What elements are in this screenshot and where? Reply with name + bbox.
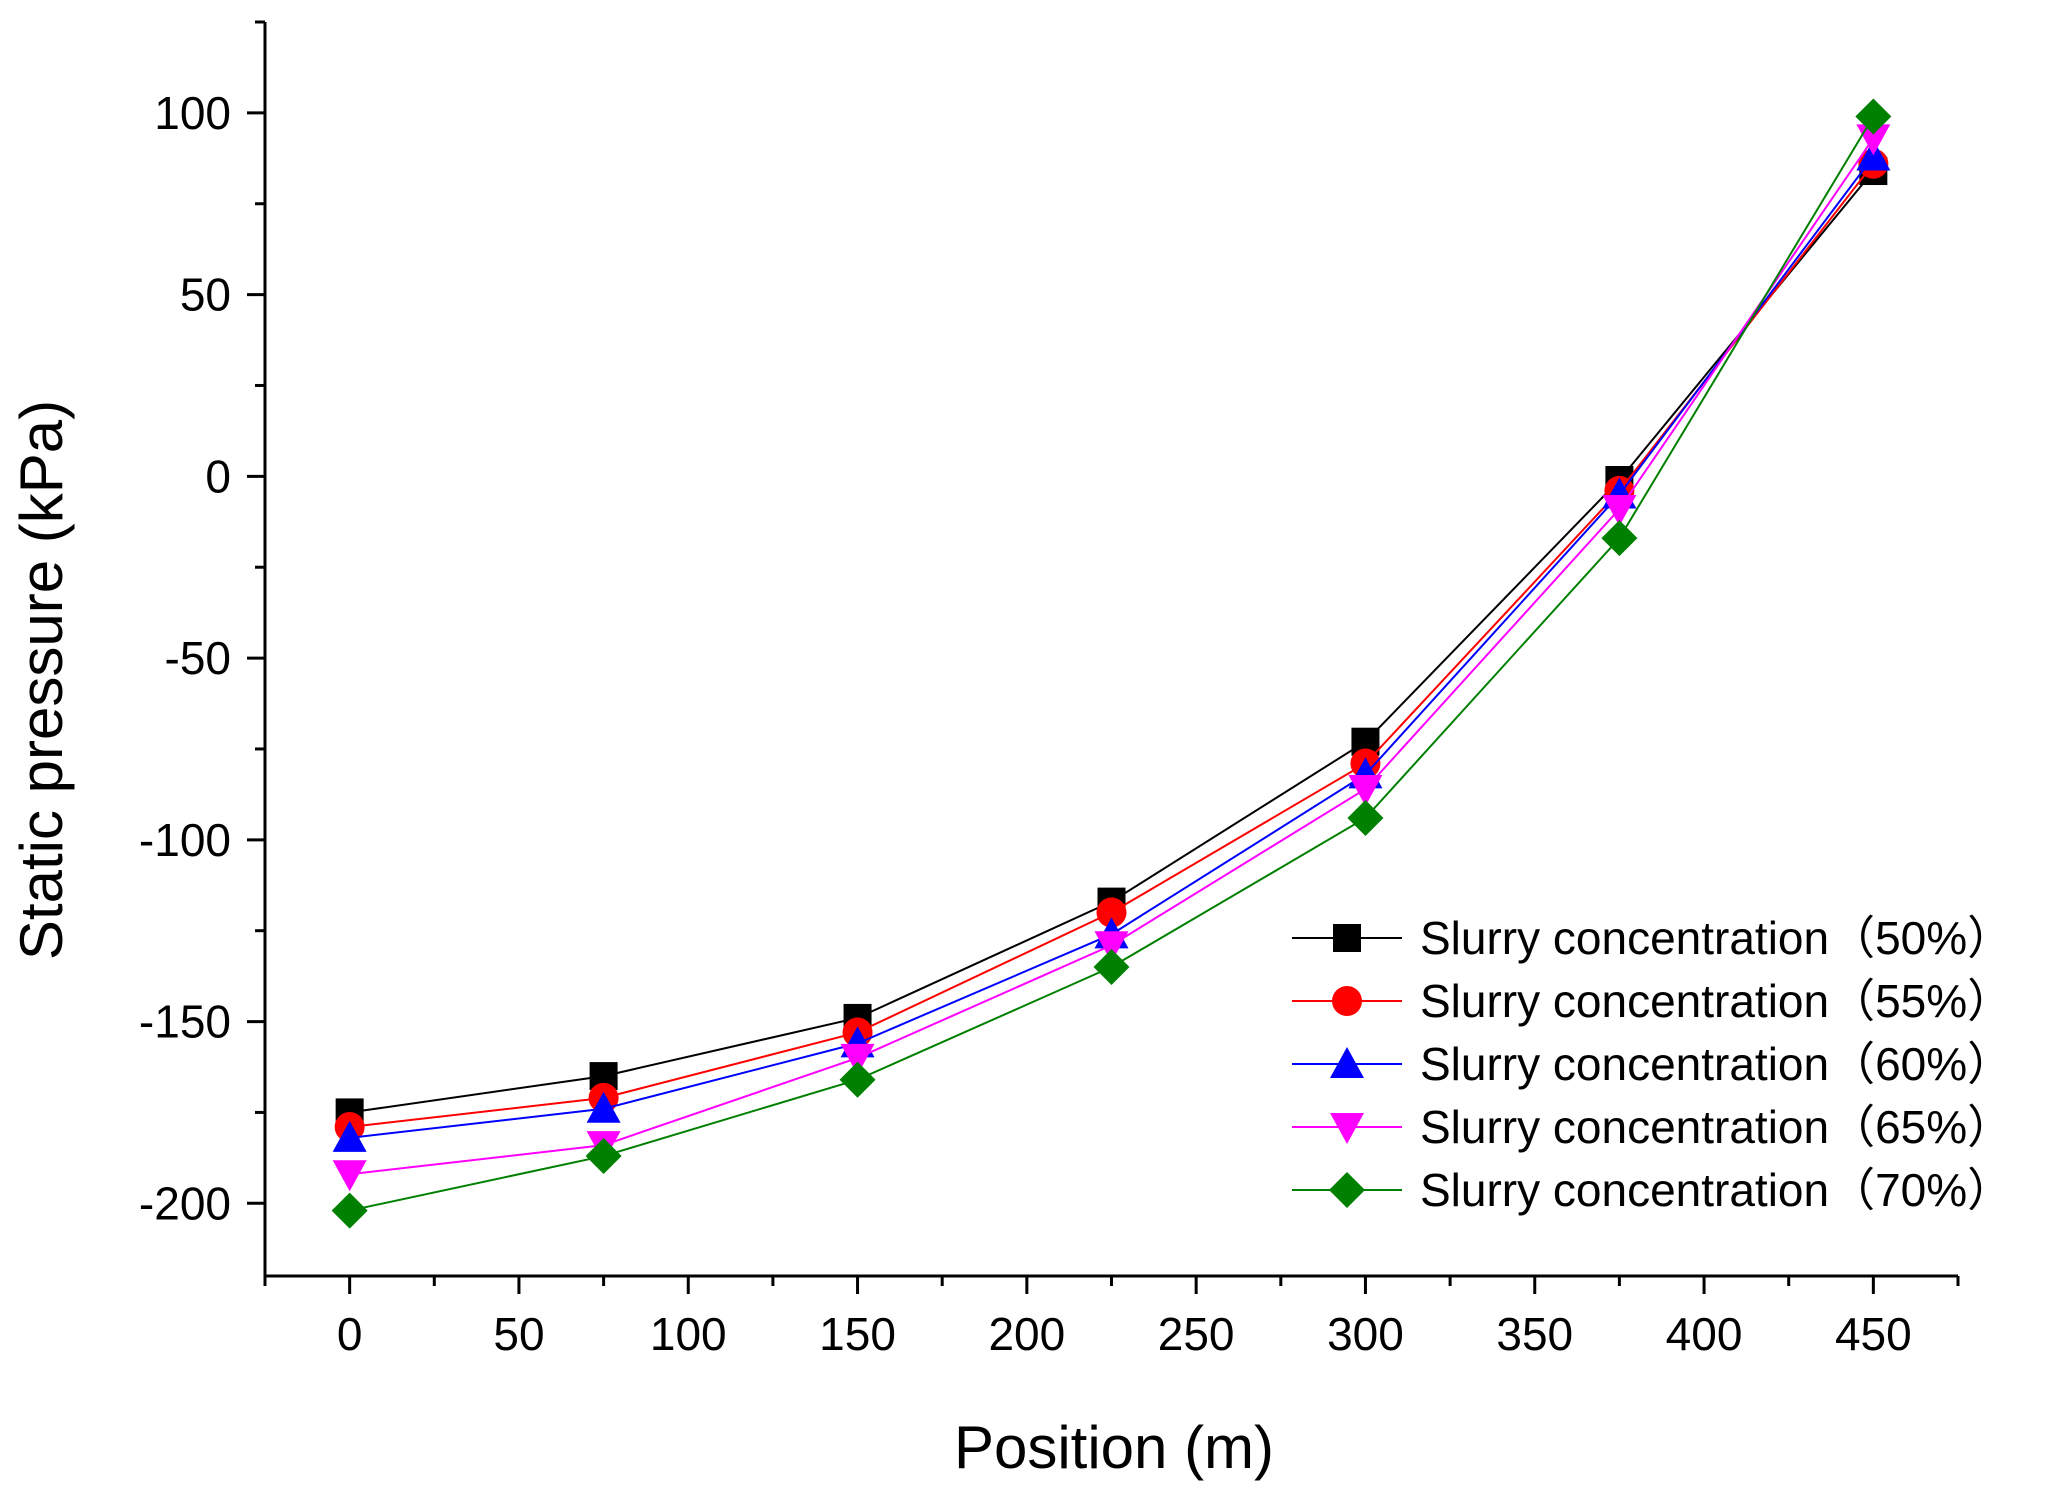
legend-marker xyxy=(1332,986,1362,1016)
y-axis-title: Static pressure (kPa) xyxy=(8,400,75,960)
data-point xyxy=(1348,774,1383,806)
y-tick-label: -200 xyxy=(139,1177,231,1229)
data-point xyxy=(332,1120,367,1152)
data-point xyxy=(1093,949,1130,986)
legend-label: Slurry concentration（70%） xyxy=(1420,1164,2013,1216)
series-group xyxy=(331,98,1892,1229)
data-point xyxy=(1855,98,1892,135)
x-tick-label: 100 xyxy=(650,1308,727,1360)
legend-marker xyxy=(1330,1047,1364,1078)
x-tick-label: 0 xyxy=(337,1308,363,1360)
data-point xyxy=(586,1091,621,1123)
legend-marker xyxy=(1330,1113,1364,1144)
y-tick-label: -50 xyxy=(165,632,231,684)
data-point xyxy=(840,1043,875,1075)
x-tick-label: 300 xyxy=(1327,1308,1404,1360)
legend-item: Slurry concentration（70%） xyxy=(1292,1164,2013,1216)
x-tick-label: 450 xyxy=(1835,1308,1912,1360)
legend: Slurry concentration（50%） Slurry concentr… xyxy=(1292,912,2013,1216)
legend-item: Slurry concentration（55%） xyxy=(1292,975,2013,1027)
legend-item: Slurry concentration（65%） xyxy=(1292,1101,2013,1153)
axes: 0 50 100 150 200 250 300 350 400 450 -200 -150 -100 -… xyxy=(139,20,1960,1360)
legend-label: Slurry concentration（60%） xyxy=(1420,1038,2013,1090)
x-tick-label: 400 xyxy=(1666,1308,1743,1360)
data-point xyxy=(1094,931,1129,963)
series-4 xyxy=(332,124,1891,1192)
x-tick-label: 250 xyxy=(1158,1308,1235,1360)
x-tick-label: 150 xyxy=(819,1308,896,1360)
series-5 xyxy=(331,98,1892,1229)
data-point xyxy=(1601,520,1638,557)
data-point xyxy=(1347,800,1384,837)
data-point xyxy=(585,1138,622,1175)
x-tick-label: 350 xyxy=(1496,1308,1573,1360)
data-point xyxy=(839,1061,876,1098)
data-point xyxy=(1096,897,1127,928)
legend-label: Slurry concentration（50%） xyxy=(1420,912,2013,964)
x-axis-title: Position (m) xyxy=(954,1414,1274,1481)
x-tick-label: 200 xyxy=(988,1308,1065,1360)
legend-label: Slurry concentration（55%） xyxy=(1420,975,2013,1027)
legend-marker xyxy=(1333,924,1361,952)
legend-item: Slurry concentration（50%） xyxy=(1292,912,2013,964)
data-point xyxy=(332,1160,367,1192)
y-tick-label: 100 xyxy=(154,87,231,139)
x-tick-label: 50 xyxy=(493,1308,544,1360)
y-tick-label: -100 xyxy=(139,814,231,866)
legend-item: Slurry concentration（60%） xyxy=(1292,1038,2013,1090)
y-tick-label: 0 xyxy=(205,450,231,502)
y-tick-label: 50 xyxy=(180,269,231,321)
y-tick-label: -150 xyxy=(139,996,231,1048)
data-point xyxy=(331,1192,368,1229)
data-point xyxy=(1602,495,1637,527)
legend-label: Slurry concentration（65%） xyxy=(1420,1101,2013,1153)
legend-marker xyxy=(1329,1172,1365,1208)
